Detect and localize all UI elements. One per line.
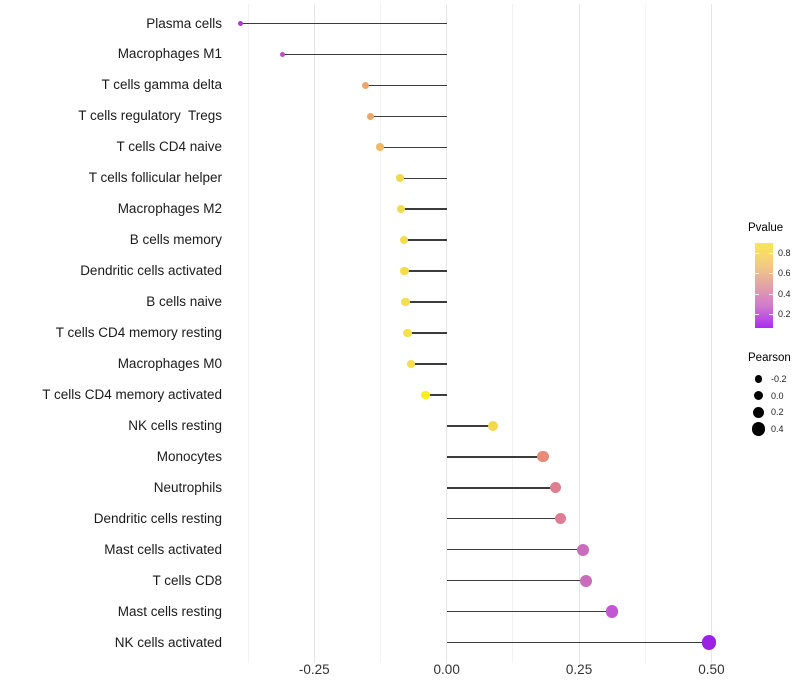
lollipop-dot <box>406 359 416 369</box>
lollipop-stem <box>379 146 447 149</box>
category-label: Neutrophils <box>153 479 222 495</box>
lollipop-dot <box>579 574 592 587</box>
gridline-major <box>446 4 448 663</box>
category-label: B cells naive <box>146 294 222 310</box>
pvalue-colorbar <box>755 243 773 328</box>
lollipop-stem <box>240 22 447 25</box>
pearson-legend-dot <box>752 406 765 418</box>
category-label: Dendritic cells resting <box>93 510 222 526</box>
lollipop-stem <box>446 425 494 427</box>
category-label: Dendritic cells activated <box>80 263 222 279</box>
lollipop-dot <box>361 81 370 90</box>
lollipop-stem <box>446 610 612 613</box>
category-label: Macrophages M0 <box>117 355 222 371</box>
lollipop-dot <box>488 420 499 431</box>
gridline-minor <box>380 4 381 663</box>
lollipop-dot <box>554 512 567 525</box>
category-label: T cells CD8 <box>152 572 222 588</box>
colorbar-tick-label: 0.2 <box>778 309 791 320</box>
lollipop-stem <box>405 301 447 303</box>
category-label: T cells gamma delta <box>101 77 222 93</box>
pearson-legend-dot <box>753 391 764 401</box>
lollipop-stem <box>425 394 447 396</box>
gridline-minor <box>247 4 249 663</box>
category-label: Macrophages M2 <box>117 201 222 217</box>
lollipop-stem <box>404 270 447 272</box>
lollipop-dot <box>366 112 375 121</box>
pearson-legend-label: -0.2 <box>771 374 787 384</box>
colorbar-tick-mark <box>755 293 759 295</box>
gridline-major <box>710 4 712 663</box>
pearson-legend-dot <box>754 375 762 383</box>
pearson-legend-label: 0.2 <box>771 407 784 418</box>
gridline-minor <box>644 4 646 663</box>
gridline-major <box>578 4 580 663</box>
colorbar-tick-mark <box>755 252 759 254</box>
pearson-legend-dot <box>751 422 766 436</box>
legend-pearson-title: Pearson <box>748 352 791 364</box>
lollipop-dot <box>577 543 590 556</box>
colorbar-tick-label: 0.4 <box>778 288 791 299</box>
colorbar-tick-mark <box>755 314 759 316</box>
lollipop-dot <box>400 266 409 276</box>
x-tick-label: 0.25 <box>565 662 593 677</box>
lollipop-dot <box>376 143 384 152</box>
legend-pvalue-title: Pvalue <box>748 222 784 234</box>
colorbar-tick-mark <box>769 314 773 316</box>
colorbar-tick-mark <box>755 273 759 275</box>
lollipop-dot <box>395 174 405 183</box>
lollipop-stem <box>446 579 586 582</box>
lollipop-stem <box>401 208 447 210</box>
pearson-legend-label: 0.4 <box>771 423 784 434</box>
lollipop-stem <box>403 239 447 241</box>
lollipop-dot <box>399 235 408 245</box>
gridline-major <box>313 4 315 663</box>
lollipop-dot <box>605 605 619 618</box>
lollipop-stem <box>446 456 544 458</box>
lollipop-stem <box>365 84 447 87</box>
category-label: Mast cells activated <box>104 541 222 557</box>
category-label: T cells CD4 memory activated <box>42 386 222 402</box>
colorbar-tick-label: 0.6 <box>778 268 791 279</box>
x-tick-label: -0.25 <box>298 662 330 677</box>
lollipop-stem <box>282 53 447 56</box>
colorbar-tick-mark <box>769 252 773 254</box>
category-label: T cells CD4 naive <box>116 139 222 155</box>
lollipop-stem <box>400 177 447 179</box>
colorbar-tick-label: 0.8 <box>778 247 791 258</box>
lollipop-stem <box>411 363 447 365</box>
lollipop-stem <box>446 487 556 489</box>
lollipop-dot <box>701 635 717 650</box>
lollipop-stem <box>446 517 561 520</box>
category-label: NK cells activated <box>114 634 222 650</box>
lollipop-dot <box>279 51 286 58</box>
category-label: B cells memory <box>129 232 222 248</box>
lollipop-stem <box>446 548 584 551</box>
category-label: T cells regulatory Tregs <box>78 108 222 124</box>
lollipop-dot <box>397 205 406 214</box>
x-tick-label: 0.50 <box>698 662 725 677</box>
x-tick-label: 0.00 <box>433 662 460 677</box>
pearson-legend-label: 0.0 <box>771 390 784 401</box>
lollipop-dot <box>401 297 410 307</box>
lollipop-dot <box>421 390 430 400</box>
category-label: NK cells resting <box>128 417 222 433</box>
lollipop-dot <box>550 482 562 494</box>
category-label: T cells follicular helper <box>88 170 222 186</box>
colorbar-tick-mark <box>769 273 773 275</box>
lollipop-dot <box>537 451 549 463</box>
category-label: T cells CD4 memory resting <box>55 325 222 340</box>
lollipop-dot <box>237 21 243 26</box>
lollipop-stem <box>446 641 709 644</box>
category-label: Plasma cells <box>146 15 222 31</box>
gridline-minor <box>512 4 514 663</box>
lollipop-stem <box>407 332 447 334</box>
category-label: Mast cells resting <box>117 603 222 619</box>
lollipop-stem <box>370 115 447 118</box>
category-label: Macrophages M1 <box>117 46 222 62</box>
colorbar-tick-mark <box>769 293 773 295</box>
lollipop-dot <box>403 328 412 338</box>
category-label: Monocytes <box>156 448 222 464</box>
